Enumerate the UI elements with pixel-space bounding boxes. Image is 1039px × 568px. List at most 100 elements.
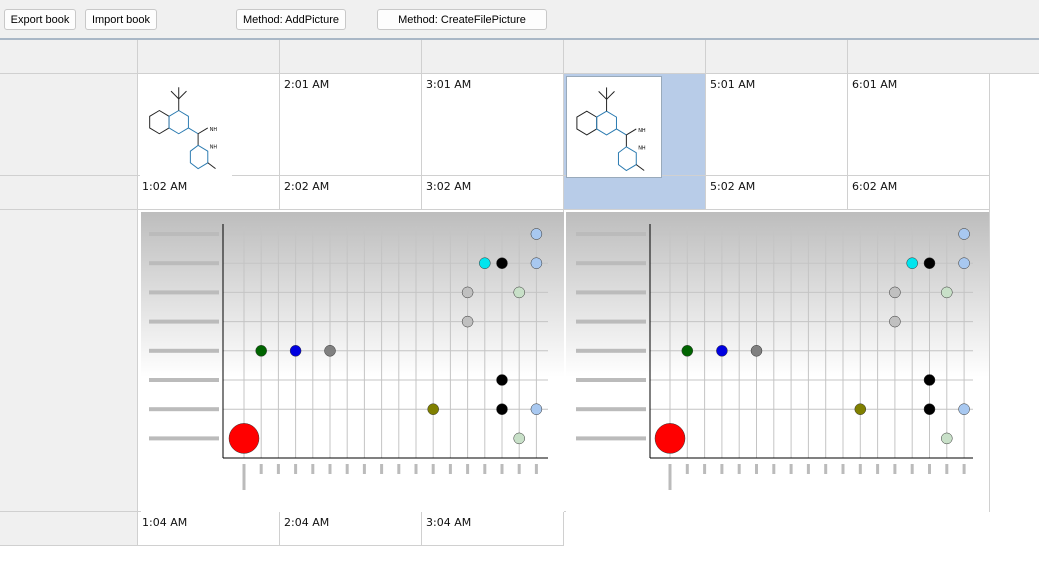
x-tick-label bbox=[945, 464, 949, 474]
data-point bbox=[958, 403, 970, 415]
import-book-button[interactable]: Import book bbox=[85, 9, 157, 30]
x-tick-label bbox=[534, 464, 538, 474]
cell[interactable]: 5:01 AM bbox=[706, 74, 848, 176]
x-tick-label bbox=[517, 464, 521, 474]
x-tick-label bbox=[789, 464, 793, 474]
y-tick-label bbox=[576, 261, 646, 266]
data-point bbox=[906, 257, 918, 269]
x-tick-label bbox=[448, 464, 452, 474]
data-point bbox=[923, 257, 936, 269]
cell[interactable]: 2:04 AM bbox=[280, 512, 422, 546]
x-tick-label bbox=[483, 464, 487, 474]
svg-text:NH: NH bbox=[638, 128, 646, 134]
y-tick-label bbox=[149, 319, 219, 324]
x-tick-label bbox=[806, 464, 810, 474]
data-point bbox=[228, 423, 260, 454]
x-tick-label bbox=[328, 464, 332, 474]
data-point bbox=[530, 257, 543, 269]
data-point bbox=[941, 286, 953, 299]
molecule-structure-icon: NH NH bbox=[149, 87, 218, 170]
row-header[interactable] bbox=[0, 74, 138, 176]
row-header[interactable] bbox=[0, 210, 138, 512]
x-tick-label bbox=[824, 464, 828, 474]
column-header[interactable] bbox=[280, 40, 422, 74]
x-tick-label bbox=[500, 464, 504, 474]
x-tick-label bbox=[276, 464, 280, 474]
data-point bbox=[530, 403, 543, 415]
data-point bbox=[289, 345, 302, 357]
data-point bbox=[889, 315, 901, 328]
export-book-button[interactable]: Export book bbox=[4, 9, 76, 30]
y-tick-label bbox=[576, 290, 646, 295]
molecule-picture[interactable]: NH NH bbox=[140, 76, 232, 176]
x-tick-label bbox=[685, 464, 689, 474]
data-point bbox=[681, 345, 694, 357]
y-tick-label bbox=[576, 232, 646, 236]
cell[interactable]: 5:02 AM bbox=[706, 176, 848, 210]
corner-cell[interactable] bbox=[0, 40, 138, 74]
data-point bbox=[513, 286, 525, 299]
x-tick-label bbox=[311, 464, 315, 474]
y-tick-label bbox=[149, 232, 219, 236]
x-tick-label bbox=[380, 464, 384, 474]
y-tick-label bbox=[149, 348, 219, 353]
svg-text:NH: NH bbox=[210, 144, 218, 150]
data-point bbox=[889, 286, 901, 299]
x-tick-label bbox=[858, 464, 862, 474]
data-point bbox=[255, 345, 267, 357]
row-header[interactable] bbox=[0, 176, 138, 210]
data-point bbox=[427, 403, 439, 415]
y-tick-label bbox=[149, 378, 219, 382]
bubble-chart-picture[interactable] bbox=[566, 212, 991, 512]
bubble-chart-picture[interactable] bbox=[141, 212, 566, 512]
data-point bbox=[716, 345, 728, 357]
column-header[interactable] bbox=[138, 40, 280, 74]
data-point bbox=[496, 403, 508, 415]
x-tick-label bbox=[294, 464, 298, 474]
x-tick-label bbox=[362, 464, 366, 474]
column-header[interactable] bbox=[848, 40, 1039, 74]
data-point bbox=[958, 228, 970, 240]
x-tick-label bbox=[893, 464, 897, 474]
selected-cell[interactable] bbox=[564, 176, 706, 210]
x-tick-label bbox=[414, 464, 418, 474]
cell[interactable]: 1:02 AM bbox=[138, 176, 280, 210]
x-tick-label bbox=[720, 464, 724, 474]
x-tick-label bbox=[397, 464, 401, 474]
cell[interactable]: 3:04 AM bbox=[422, 512, 564, 546]
y-tick-label bbox=[149, 407, 219, 412]
x-tick-label bbox=[431, 464, 435, 474]
cell[interactable]: 6:02 AM bbox=[848, 176, 990, 210]
x-tick-label bbox=[466, 464, 470, 474]
x-tick-label bbox=[841, 464, 845, 474]
column-header[interactable] bbox=[422, 40, 564, 74]
molecule-structure-icon: NH NH bbox=[576, 87, 646, 172]
data-point bbox=[461, 286, 474, 299]
cell[interactable]: 1:04 AM bbox=[138, 512, 280, 546]
cell[interactable]: 3:02 AM bbox=[422, 176, 564, 210]
x-tick-label bbox=[668, 464, 672, 490]
create-file-picture-button[interactable]: Method: CreateFilePicture bbox=[377, 9, 547, 30]
toolbar: Export book Import book Method: AddPictu… bbox=[0, 0, 1039, 40]
data-point bbox=[923, 403, 936, 415]
cell[interactable]: 6:01 AM bbox=[848, 74, 990, 176]
svg-text:NH: NH bbox=[210, 127, 218, 133]
row-header[interactable] bbox=[0, 512, 138, 546]
cell[interactable]: 2:01 AM bbox=[280, 74, 422, 176]
y-tick-label bbox=[576, 436, 646, 441]
y-tick-label bbox=[576, 407, 646, 412]
add-picture-button[interactable]: Method: AddPicture bbox=[236, 9, 346, 30]
data-point bbox=[530, 228, 543, 240]
column-header[interactable] bbox=[706, 40, 848, 74]
molecule-picture[interactable]: NH NH bbox=[566, 76, 662, 178]
cell[interactable]: 3:01 AM bbox=[422, 74, 564, 176]
column-header[interactable] bbox=[564, 40, 706, 74]
x-tick-label bbox=[345, 464, 349, 474]
cell[interactable]: 2:02 AM bbox=[280, 176, 422, 210]
data-point bbox=[496, 257, 508, 269]
x-tick-label bbox=[772, 464, 776, 474]
y-tick-label bbox=[149, 261, 219, 266]
x-tick-label bbox=[910, 464, 914, 474]
data-point bbox=[941, 432, 953, 445]
x-tick-label bbox=[259, 464, 263, 474]
